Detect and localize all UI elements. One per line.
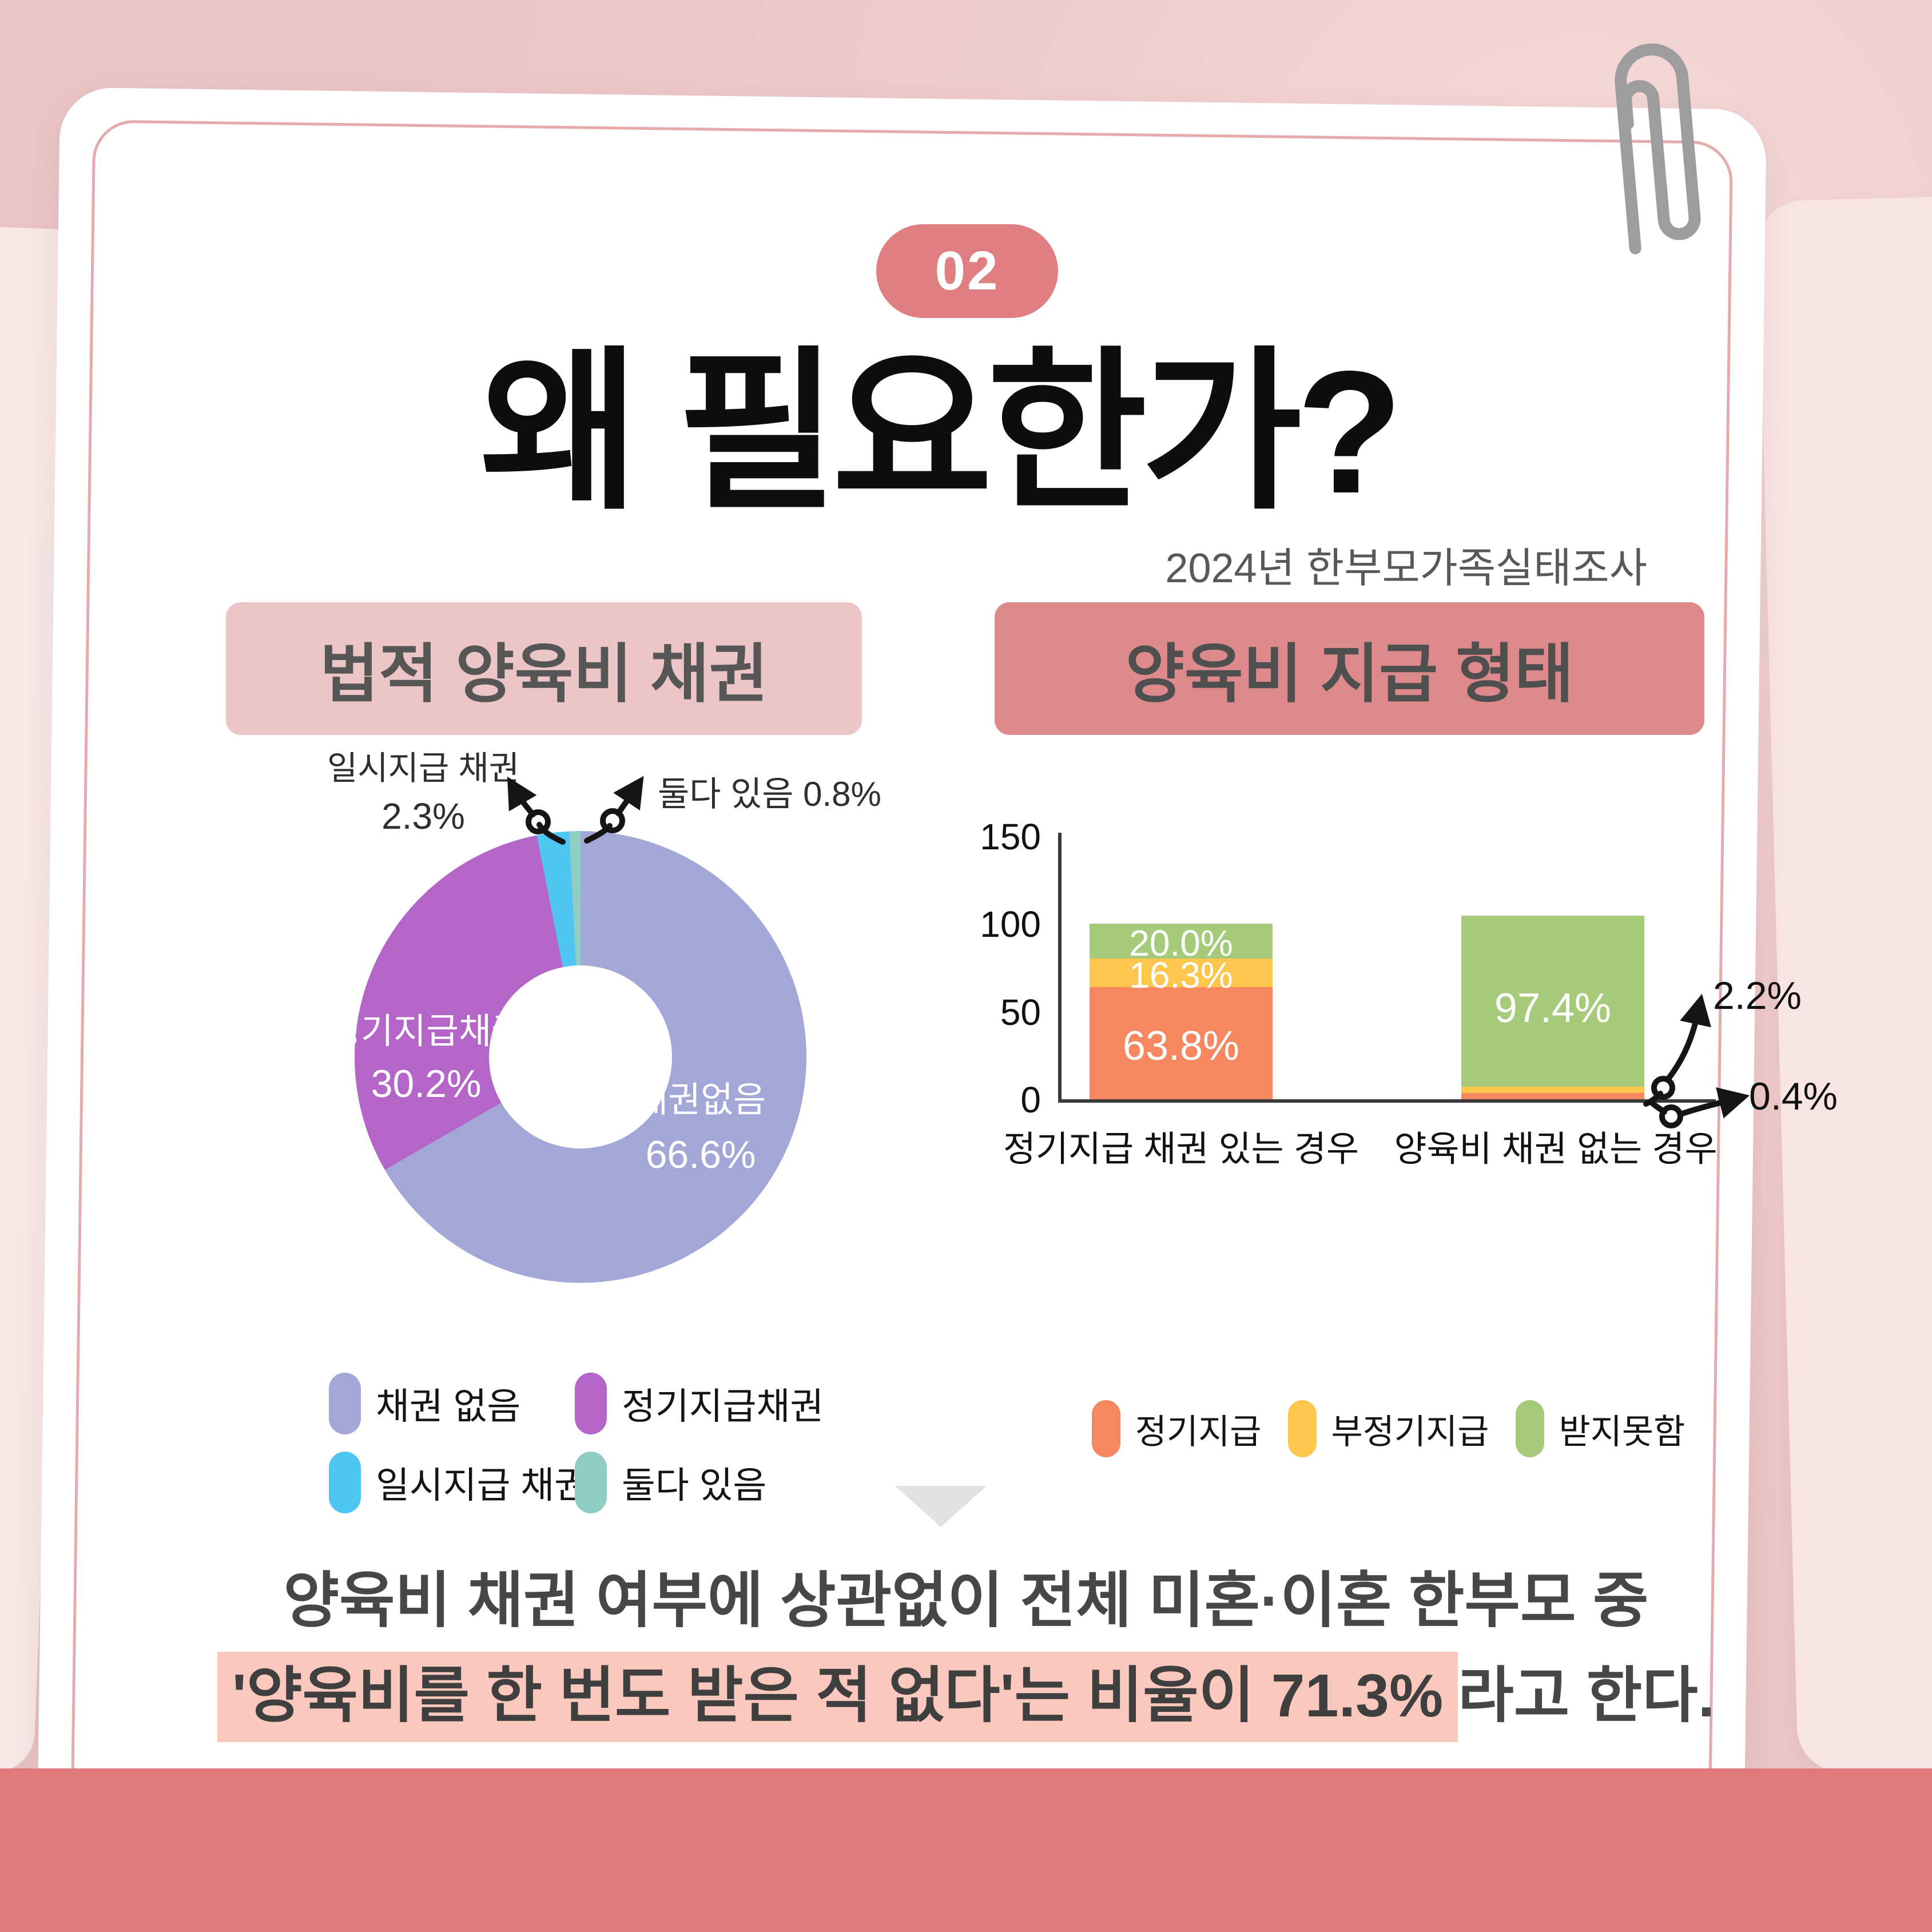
donut-label-regular-value: 30.2%: [371, 1062, 482, 1106]
bar2-segment-none: [1461, 916, 1644, 1087]
donut-callout-lump-sum-name: 일시지급 채권: [327, 750, 520, 787]
source-subtitle: 2024년 한부모가족실태조사: [1165, 546, 1647, 591]
left-section-header-label: 법적 양육비 채권: [320, 638, 768, 710]
y-tick-50: 50: [1000, 992, 1041, 1033]
donut-hole: [489, 965, 672, 1148]
bar1-segment-irregular: [1090, 959, 1273, 988]
footer-text-line1: 양육비 채권 여부에 상관없이 전체 미혼·이혼 한부모 중: [283, 1567, 1649, 1635]
y-tick-150: 150: [980, 816, 1041, 857]
legend-swatch-regular: [575, 1373, 607, 1434]
bar2-callout-irregular: 2.2%: [1713, 974, 1802, 1017]
legend-label-lump-sum: 일시지급 채권: [376, 1465, 589, 1506]
legend-label-regular: 정기지급채권: [622, 1386, 824, 1427]
bar2-category-label: 양육비 채권 없는 경우: [1394, 1130, 1718, 1169]
legend-swatch-lump-sum: [329, 1452, 361, 1513]
bar2-segment-irregular: [1461, 1087, 1644, 1093]
legend-label-irregular-pay: 부정기지급: [1331, 1412, 1489, 1451]
bar1-category-label: 정기지급 채권 있는 경우: [1003, 1130, 1359, 1169]
bottom-coral-bar: [0, 1768, 1932, 1932]
donut-label-regular-name: 정기지급채권: [328, 1012, 524, 1051]
footer-highlight: '양육비를 한 번도 받은 적 없다'는 비율이 71.3%: [217, 1652, 1458, 1742]
legend-swatch-irregular-pay: [1287, 1400, 1317, 1457]
bar1-value-regular: 63.8%: [1122, 1023, 1240, 1069]
y-tick-100: 100: [980, 904, 1041, 945]
bar2-segment-regular: [1461, 1093, 1644, 1099]
legend-item-not-received: 받지못함: [1515, 1400, 1685, 1457]
bar1-segment-none: [1090, 924, 1273, 959]
legend-item-regular: 정기지급채권: [575, 1373, 889, 1434]
legend-label-regular-pay: 정기지급: [1135, 1412, 1262, 1451]
legend-swatch-not-received: [1515, 1400, 1544, 1457]
bar2-callout-regular: 0.4%: [1749, 1075, 1838, 1118]
page-title: 왜 필요한가?: [479, 335, 1403, 530]
right-section-header-label: 양육비 지급 형태: [1125, 638, 1574, 710]
donut-callout-both: 둘다 있음 0.8%: [658, 775, 881, 813]
right-section-header: 양육비 지급 형태: [995, 602, 1704, 735]
legend-item-regular-pay: 정기지급: [1091, 1400, 1262, 1457]
bar1-value-none: 20.0%: [1129, 923, 1233, 964]
y-axis-line: [1058, 833, 1062, 1103]
legend-item-irregular-pay: 부정기지급: [1287, 1400, 1489, 1457]
x-axis-line: [1058, 1099, 1716, 1103]
donut-label-none-value: 66.6%: [645, 1133, 756, 1176]
badge-label: 02: [935, 240, 1000, 301]
legend-label-none: 채권 없음: [376, 1386, 521, 1427]
donut-legend: 채권 없음 정기지급채권 일시지급 채권 둘다 있음: [329, 1373, 889, 1513]
legend-label-not-received: 받지못함: [1559, 1412, 1685, 1451]
legend-swatch-regular-pay: [1091, 1400, 1120, 1457]
legend-swatch-both: [575, 1452, 607, 1513]
legend-item-both: 둘다 있음: [575, 1452, 889, 1513]
left-section-header: 법적 양육비 채권: [226, 602, 862, 735]
footer-text-line2: '양육비를 한 번도 받은 적 없다'는 비율이 71.3% 라고 한다.: [0, 1646, 1932, 1742]
bar-legend: 정기지급 부정기지급 받지못함: [1061, 1400, 1716, 1457]
bar2-value-none: 97.4%: [1494, 985, 1612, 1031]
donut-label-none-name: 채권없음: [635, 1080, 766, 1120]
section-number-badge: 02: [876, 224, 1058, 318]
legend-item-none: 채권 없음: [329, 1373, 575, 1434]
legend-item-lump-sum: 일시지급 채권: [329, 1452, 588, 1513]
y-tick-0: 0: [1020, 1079, 1041, 1120]
legend-label-both: 둘다 있음: [622, 1465, 767, 1506]
donut-callout-lump-sum-value: 2.3%: [381, 796, 465, 837]
footer-rest: 라고 한다.: [1458, 1662, 1715, 1730]
bar1-segment-regular: [1090, 987, 1273, 1099]
bar1-value-irregular: 16.3%: [1129, 955, 1233, 996]
legend-swatch-none: [329, 1373, 361, 1434]
down-triangle-icon: [895, 1486, 987, 1527]
